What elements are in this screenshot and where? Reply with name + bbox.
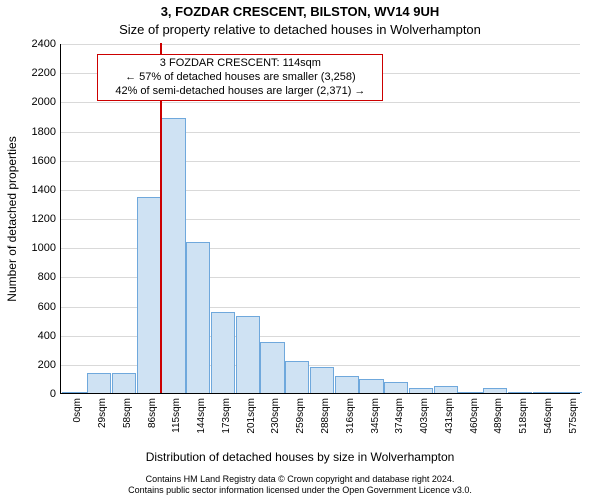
histogram-bar [409,388,433,393]
histogram-bar [483,388,507,393]
y-tick-label: 400 [38,330,56,342]
y-tick-label: 200 [38,359,56,371]
y-tick-label: 1200 [32,213,56,225]
x-axis-label: Distribution of detached houses by size … [0,450,600,464]
x-tick-label: 201sqm [246,398,257,434]
histogram-bar [260,342,284,393]
x-tick-label: 403sqm [419,398,430,434]
histogram-bar [62,392,86,393]
annotation-line: ← 57% of detached houses are smaller (3,… [102,71,378,85]
histogram-bar [359,379,383,393]
x-tick-label: 575sqm [568,398,579,434]
y-tick-label: 600 [38,301,56,313]
histogram-bar [508,392,532,393]
gridline [61,190,580,191]
x-tick-label: 288sqm [320,398,331,434]
x-axis-ticks: 0sqm 29sqm 58sqm 86sqm 115sqm 144sqm 173sqm 201… [60,394,580,454]
x-tick-label: 374sqm [394,398,405,434]
histogram-bar [335,376,359,393]
histogram-bar [137,197,161,393]
y-tick-label: 1000 [32,242,56,254]
x-tick-label: 259sqm [295,398,306,434]
x-tick-label: 431sqm [444,398,455,434]
x-tick-label: 489sqm [493,398,504,434]
x-tick-label: 115sqm [171,398,182,433]
annotation-box: 3 FOZDAR CRESCENT: 114sqm← 57% of detach… [97,54,383,101]
y-tick-label: 0 [50,388,56,400]
x-tick-label: 0sqm [72,398,83,422]
histogram-bar [434,386,458,393]
gridline [61,102,580,103]
x-tick-label: 29sqm [97,398,108,428]
x-tick-label: 518sqm [518,398,529,434]
x-tick-label: 316sqm [345,398,356,434]
gridline [61,44,580,45]
x-tick-label: 58sqm [122,398,133,428]
page-title: 3, FOZDAR CRESCENT, BILSTON, WV14 9UH [0,4,600,19]
histogram-bar [161,118,185,393]
chart-plot-area: 3 FOZDAR CRESCENT: 114sqm← 57% of detach… [60,44,580,394]
histogram-bar [458,392,482,393]
x-tick-label: 460sqm [469,398,480,434]
histogram-bar [310,367,334,393]
y-tick-label: 2400 [32,38,56,50]
annotation-line: 3 FOZDAR CRESCENT: 114sqm [102,57,378,71]
x-tick-label: 86sqm [147,398,158,428]
x-tick-label: 144sqm [196,398,207,434]
x-tick-label: 345sqm [370,398,381,434]
y-tick-label: 800 [38,271,56,283]
y-axis-label: Number of detached properties [5,136,19,301]
y-tick-label: 1400 [32,184,56,196]
histogram-bar [112,373,136,393]
y-tick-label: 2200 [32,67,56,79]
y-tick-label: 2000 [32,96,56,108]
histogram-bar [211,312,235,393]
page-subtitle: Size of property relative to detached ho… [0,22,600,37]
x-tick-label: 546sqm [543,398,554,434]
histogram-bar [186,242,210,393]
histogram-bar [384,382,408,393]
histogram-bar [87,373,111,393]
footer-attribution: Contains HM Land Registry data © Crown c… [0,474,600,497]
footer-line-2: Contains public sector information licen… [0,485,600,496]
histogram-bar [533,392,557,393]
histogram-bar [557,392,581,393]
y-tick-label: 1600 [32,155,56,167]
gridline [61,132,580,133]
y-tick-label: 1800 [32,126,56,138]
histogram-bar [236,316,260,393]
footer-line-1: Contains HM Land Registry data © Crown c… [0,474,600,485]
gridline [61,161,580,162]
x-tick-label: 230sqm [270,398,281,434]
x-tick-label: 173sqm [221,398,232,434]
annotation-line: 42% of semi-detached houses are larger (… [102,85,378,99]
histogram-bar [285,361,309,393]
